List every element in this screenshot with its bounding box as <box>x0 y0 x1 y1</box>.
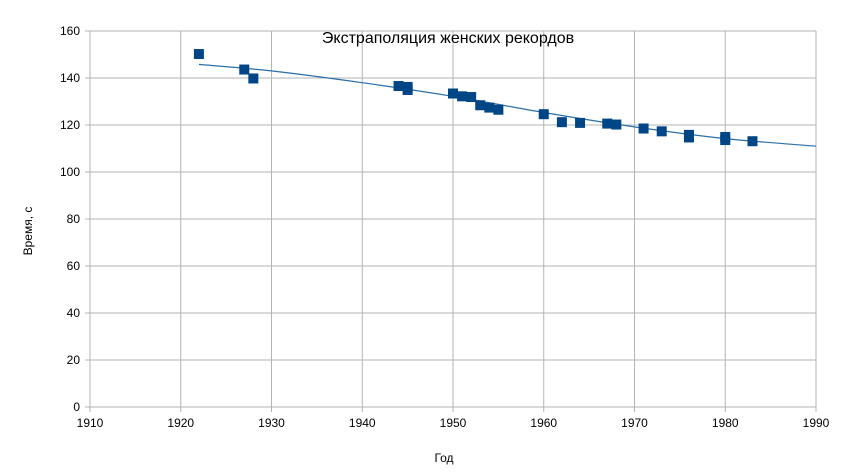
data-point <box>493 104 504 115</box>
data-point <box>457 91 468 102</box>
data-point <box>402 84 413 95</box>
data-point <box>556 117 567 128</box>
data-point <box>475 100 486 111</box>
x-tick-label: 1920 <box>167 416 194 430</box>
chart-title: Экстраполяция женских рекордов <box>322 30 574 47</box>
x-axis-title: Год <box>434 451 453 465</box>
data-point <box>611 119 622 130</box>
y-tick-label: 100 <box>60 165 80 179</box>
y-tick-label: 160 <box>60 24 80 38</box>
y-tick-label: 60 <box>67 259 81 273</box>
x-tick-label: 1970 <box>621 416 648 430</box>
x-tick-label: 1990 <box>803 416 830 430</box>
data-point <box>466 92 477 103</box>
y-tick-label: 20 <box>67 353 81 367</box>
y-axis-title: Время, с <box>21 207 35 256</box>
axes <box>85 30 817 412</box>
y-tick-label: 0 <box>73 400 80 414</box>
data-points <box>193 49 758 147</box>
data-point <box>193 49 204 60</box>
data-point <box>575 117 586 128</box>
y-tick-label: 80 <box>67 212 81 226</box>
x-tick-labels: 1910 1920 1930 1940 1950 1960 1970 1980 1990 <box>77 416 830 430</box>
y-tick-label: 40 <box>67 306 81 320</box>
data-point <box>484 102 495 113</box>
data-point <box>683 132 694 143</box>
x-tick-label: 1930 <box>258 416 285 430</box>
data-point <box>239 64 250 75</box>
y-tick-label: 120 <box>60 118 80 132</box>
grid <box>89 30 817 408</box>
data-point <box>747 136 758 147</box>
x-tick-label: 1980 <box>712 416 739 430</box>
y-tick-labels: 0 20 40 60 80 100 120 140 160 <box>60 24 80 414</box>
x-tick-label: 1910 <box>77 416 104 430</box>
data-point <box>448 88 458 99</box>
data-point <box>393 80 404 91</box>
x-tick-label: 1950 <box>440 416 467 430</box>
x-tick-label: 1940 <box>349 416 376 430</box>
data-point <box>720 135 731 146</box>
data-point <box>656 126 667 137</box>
data-point <box>638 123 649 134</box>
data-point <box>602 118 613 129</box>
data-point <box>248 73 259 84</box>
x-tick-label: 1960 <box>530 416 557 430</box>
data-point <box>538 109 549 120</box>
y-tick-label: 140 <box>60 71 80 85</box>
